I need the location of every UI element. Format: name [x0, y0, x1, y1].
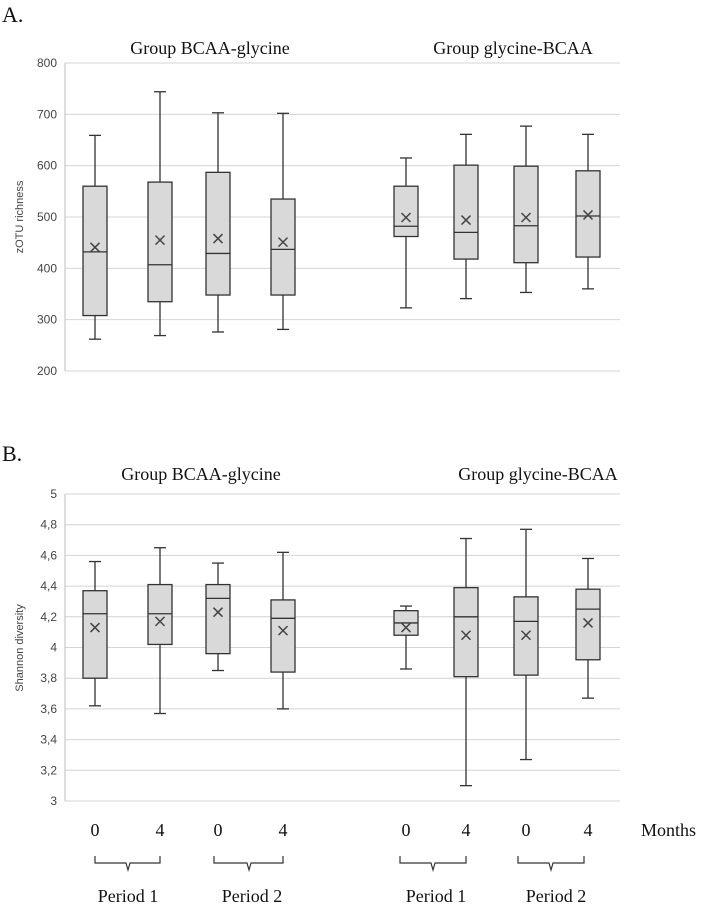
panel-b-box — [205, 583, 231, 655]
x-tick-label: 4 — [584, 820, 593, 840]
panel-a-y-tick-label: 300 — [37, 313, 57, 327]
panel-b-mean-marker — [400, 622, 412, 633]
panel-b-mean-marker — [212, 607, 224, 618]
panel-a-mean-marker — [520, 212, 532, 223]
period-label: Period 1 — [406, 886, 467, 906]
panel-b-box — [82, 590, 108, 679]
panel-a-mean-marker — [212, 233, 224, 244]
period-brace — [517, 856, 585, 873]
x-unit-label: Months — [641, 820, 696, 840]
panel-b-y-tick-label: 4,4 — [40, 579, 57, 593]
x-tick-label: 4 — [156, 820, 165, 840]
panel-b-y-tick-label: 4,8 — [40, 518, 57, 532]
panel-a-box — [575, 170, 601, 258]
x-tick-label: 4 — [462, 820, 471, 840]
panel-a-mean-marker — [460, 215, 472, 226]
period-label: Period 2 — [526, 886, 587, 906]
panel-b-mean-marker — [582, 617, 594, 628]
panel-a-plot: 200 300 400 500 600 700 800 — [37, 56, 620, 378]
panel-b-y-tick-label: 3,2 — [40, 763, 57, 777]
panel-a-box — [270, 198, 296, 296]
panel-b-y-axis-label: Shannon diversity — [14, 604, 26, 692]
panel-a-y-axis-label: zOTU richness — [14, 180, 26, 253]
panel-a-box — [147, 181, 173, 303]
period-brace — [399, 856, 467, 873]
x-tick-label: 0 — [402, 820, 411, 840]
panel-b-y-tick-label: 4,6 — [40, 548, 57, 562]
period-brace — [94, 856, 161, 873]
panel-a-mean-marker — [154, 235, 166, 246]
panel-a-box — [393, 185, 419, 238]
panel-b-mean-marker — [277, 625, 289, 636]
panel-a-y-tick-label: 700 — [37, 107, 57, 121]
panel-b-box — [575, 588, 601, 661]
panel-b-mean-marker — [89, 622, 101, 633]
x-tick-label: 0 — [91, 820, 100, 840]
panel-b-plot: 3 3,2 3,4 3,6 3,8 4 4,2 4,4 4,6 4,8 5 — [40, 487, 620, 808]
panel-b-y-tick-label: 4 — [50, 641, 57, 655]
x-tick-label: 0 — [214, 820, 223, 840]
panel-b-box — [147, 583, 173, 646]
panel-a-label: A. — [2, 2, 23, 27]
panel-b-y-tick-label: 3,4 — [40, 733, 57, 747]
panel-b-label: B. — [2, 441, 22, 466]
panel-a-group2-title: Group glycine-BCAA — [433, 38, 592, 58]
panel-a-y-tick-label: 800 — [37, 56, 57, 70]
panel-a-y-tick-label: 400 — [37, 261, 57, 275]
panel-b-group2-title: Group glycine-BCAA — [458, 464, 617, 484]
panel-a-mean-marker — [277, 237, 289, 248]
panel-b-y-tick-label: 3,6 — [40, 702, 57, 716]
panel-a-y-tick-label: 600 — [37, 159, 57, 173]
panel-a-y-tick-label: 200 — [37, 364, 57, 378]
panel-b-mean-marker — [520, 630, 532, 641]
panel-b-box — [270, 599, 296, 673]
panel-b-y-tick-label: 4,2 — [40, 610, 57, 624]
panel-a-mean-marker — [400, 212, 412, 223]
panel-b-mean-marker — [154, 616, 166, 627]
panel-a-mean-marker — [89, 242, 101, 253]
panel-a-group1-title: Group BCAA-glycine — [130, 38, 289, 58]
period-brace — [213, 856, 284, 873]
panel-b-y-tick-label: 3 — [50, 794, 57, 808]
panel-b-box — [453, 586, 479, 678]
panel-b-y-tick-label: 5 — [50, 487, 57, 501]
period-label: Period 1 — [98, 886, 159, 906]
panel-a-box — [513, 165, 539, 264]
x-tick-label: 0 — [522, 820, 531, 840]
panel-b-mean-marker — [460, 630, 472, 641]
panel-a-mean-marker — [582, 209, 594, 220]
period-label: Period 2 — [222, 886, 283, 906]
panel-b-y-tick-label: 3,8 — [40, 671, 57, 685]
panel-a-box — [205, 171, 231, 296]
x-tick-label: 4 — [279, 820, 288, 840]
panel-a-box — [453, 164, 479, 260]
panel-a-box — [82, 185, 108, 317]
panel-b-group1-title: Group BCAA-glycine — [121, 464, 280, 484]
panel-a-y-tick-label: 500 — [37, 210, 57, 224]
